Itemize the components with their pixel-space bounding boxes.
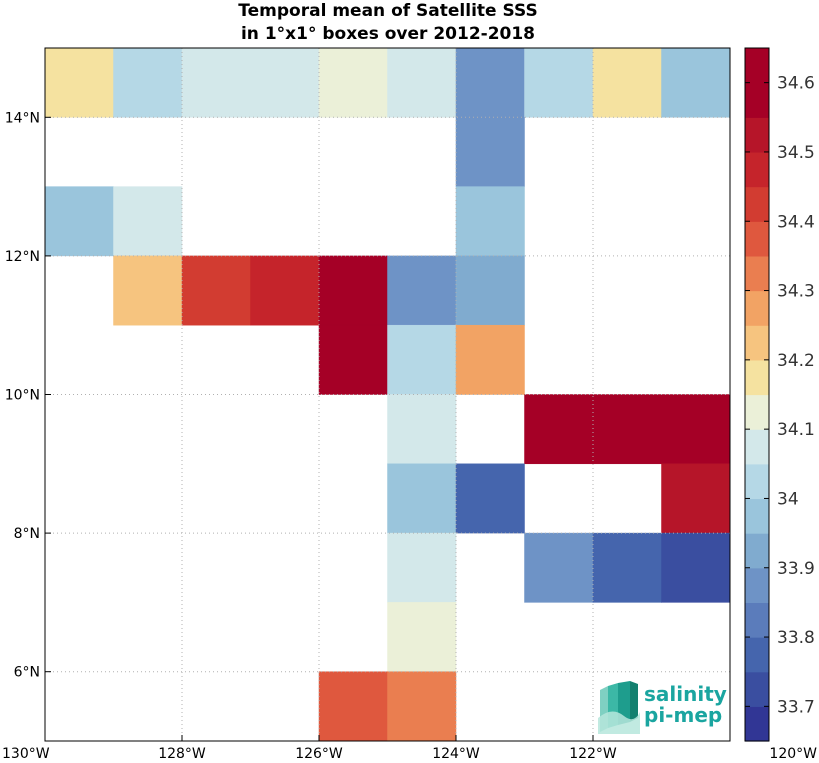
colorbar-segment bbox=[745, 186, 769, 222]
x-tick-label: 124°W bbox=[432, 746, 480, 762]
colorbar-segment bbox=[745, 82, 769, 118]
colorbar-segment bbox=[745, 498, 769, 534]
x-tick-label: 130°W bbox=[2, 746, 50, 762]
colorbar-segment bbox=[745, 48, 769, 84]
heatmap-cell bbox=[113, 186, 183, 257]
y-tick-label: 8°N bbox=[14, 526, 40, 542]
colorbar-segment bbox=[745, 671, 769, 707]
colorbar-tick-label: 33.9 bbox=[777, 559, 815, 579]
heatmap-cell bbox=[387, 255, 457, 326]
heatmap-cell bbox=[44, 47, 114, 118]
heatmap-cell bbox=[387, 394, 457, 465]
y-axis: 6°N 8°N 10°N 12°N 14°N bbox=[5, 110, 51, 681]
heatmap-cells bbox=[44, 47, 731, 742]
logo-line2: pi-mep bbox=[644, 703, 722, 727]
heatmap-cell bbox=[387, 324, 457, 395]
wave-icon bbox=[598, 681, 640, 734]
colorbar-tick-label: 33.7 bbox=[777, 697, 815, 717]
colorbar-tick-label: 34.2 bbox=[777, 351, 815, 371]
colorbar-segment bbox=[745, 394, 769, 430]
colorbar-segment bbox=[745, 290, 769, 326]
x-tick-label: 122°W bbox=[569, 746, 617, 762]
heatmap-cell bbox=[181, 255, 251, 326]
colorbar-frame bbox=[744, 47, 770, 742]
y-tick-label: 12°N bbox=[5, 249, 40, 265]
colorbar bbox=[745, 48, 769, 742]
y-tick-label: 10°N bbox=[5, 388, 40, 404]
heatmap-cell bbox=[387, 671, 457, 742]
chart-title-line2: in 1°x1° boxes over 2012-2018 bbox=[241, 24, 535, 44]
colorbar-segment bbox=[745, 151, 769, 188]
x-axis: 130°W 128°W 126°W 124°W 122°W 120°W bbox=[2, 735, 817, 762]
colorbar-segment bbox=[745, 117, 769, 153]
colorbar-segment bbox=[745, 637, 769, 673]
heatmap-cell bbox=[661, 532, 731, 603]
heatmap-cell bbox=[387, 47, 457, 118]
y-tick-label: 14°N bbox=[5, 110, 40, 126]
logo-line1: salinity bbox=[644, 682, 727, 706]
heatmap-cell bbox=[524, 47, 594, 118]
heatmap-cell bbox=[387, 532, 457, 603]
heatmap-cell bbox=[387, 463, 457, 534]
chart-title-line1: Temporal mean of Satellite SSS bbox=[238, 1, 537, 21]
x-tick-label: 120°W bbox=[769, 746, 817, 762]
y-tick-label: 6°N bbox=[14, 665, 40, 681]
x-tick-label: 128°W bbox=[158, 746, 206, 762]
heatmap-cell bbox=[318, 255, 388, 326]
heatmap-cell bbox=[250, 47, 320, 118]
colorbar-segment bbox=[745, 533, 769, 569]
heatmap-cell bbox=[113, 255, 183, 326]
heatmap-cell bbox=[318, 47, 388, 118]
colorbar-tick-label: 34.4 bbox=[777, 212, 815, 232]
colorbar-tick-label: 34.5 bbox=[777, 143, 815, 163]
colorbar-segment bbox=[745, 463, 769, 500]
colorbar-segment bbox=[745, 359, 769, 396]
colorbar-segment bbox=[745, 567, 769, 603]
heatmap-cell bbox=[318, 324, 388, 395]
colorbar-segment bbox=[745, 602, 769, 638]
heatmap-cell bbox=[455, 47, 525, 118]
heatmap-cell bbox=[181, 47, 251, 118]
heatmap-cell bbox=[44, 186, 114, 257]
heatmap-cell bbox=[113, 47, 183, 118]
heatmap-cell bbox=[455, 463, 525, 534]
colorbar-ticks: 33.7 33.8 33.9 34 34.1 34.2 34.3 34.4 34.5 34.6 bbox=[745, 74, 815, 717]
heatmap-cell bbox=[592, 394, 662, 465]
heatmap-cell bbox=[387, 602, 457, 672]
colorbar-segment bbox=[745, 221, 769, 257]
heatmap-cell bbox=[455, 324, 525, 395]
heatmap-cell bbox=[524, 532, 594, 603]
colorbar-segment bbox=[745, 429, 769, 465]
colorbar-tick-label: 33.8 bbox=[777, 628, 815, 648]
salinity-pi-mep-logo: salinity pi-mep bbox=[598, 681, 727, 734]
colorbar-tick-label: 34 bbox=[777, 489, 799, 509]
heatmap-cell bbox=[250, 255, 320, 326]
colorbar-segment bbox=[745, 706, 769, 742]
heatmap-cell bbox=[661, 394, 731, 465]
heatmap-cell bbox=[661, 47, 731, 118]
heatmap-cell bbox=[592, 47, 662, 118]
heatmap-cell bbox=[455, 255, 525, 326]
heatmap-cell bbox=[661, 463, 731, 534]
colorbar-segment bbox=[745, 255, 769, 292]
heatmap-cell bbox=[318, 671, 388, 742]
heatmap-cell bbox=[455, 186, 525, 257]
colorbar-segment bbox=[745, 325, 769, 361]
colorbar-tick-label: 34.3 bbox=[777, 282, 815, 302]
heatmap-cell bbox=[524, 394, 594, 465]
x-tick-label: 126°W bbox=[295, 746, 343, 762]
heatmap-cell bbox=[592, 532, 662, 603]
colorbar-tick-label: 34.6 bbox=[777, 74, 815, 94]
heatmap-cell bbox=[455, 117, 525, 187]
colorbar-tick-label: 34.1 bbox=[777, 420, 815, 440]
